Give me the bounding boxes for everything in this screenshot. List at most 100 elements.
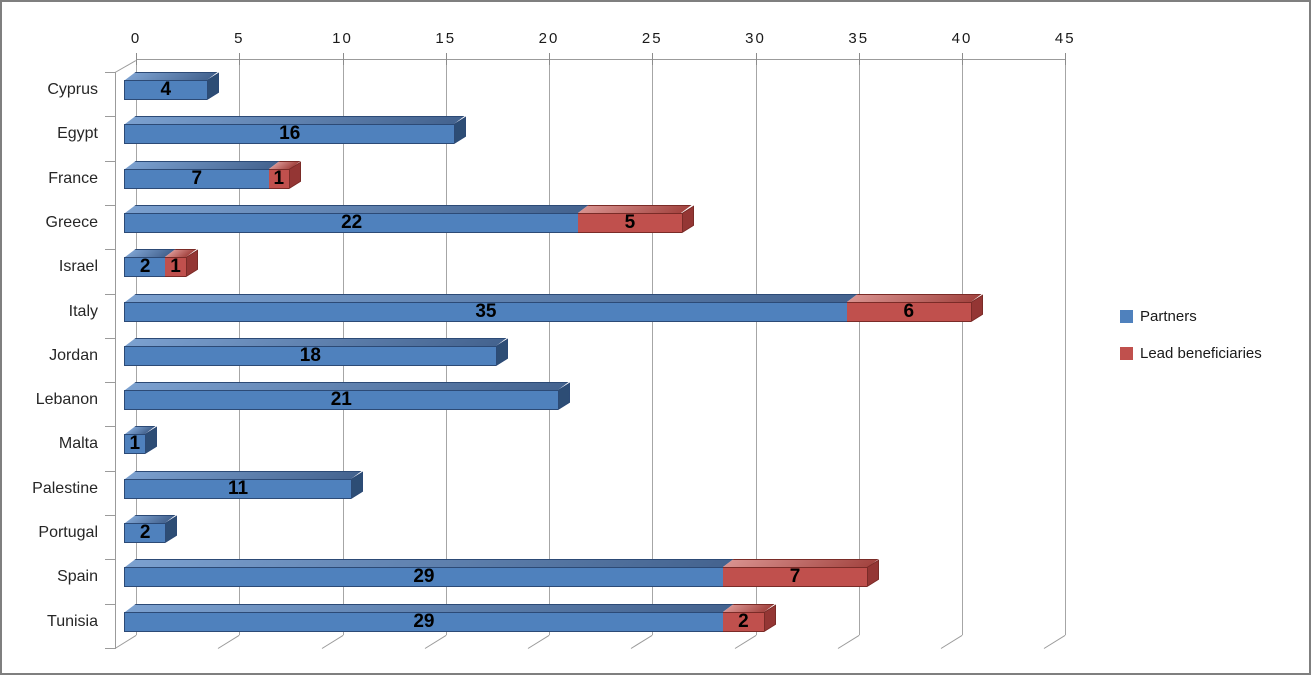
x-axis-label: 5 [234, 30, 245, 47]
x-axis-tick [136, 53, 137, 65]
bar-segment-partners: 35 [124, 301, 847, 322]
legend-label: Partners [1140, 307, 1197, 325]
x-axis-label: 30 [745, 30, 766, 47]
category-axis-tick [105, 470, 115, 472]
floor-diagonal [114, 635, 137, 649]
bar-segment-partners: 18 [124, 344, 496, 366]
bar-segment-partners: 11 [124, 478, 352, 499]
x-axis-tick [342, 53, 344, 65]
category-axis-tick [105, 426, 115, 428]
x-axis-tick [962, 53, 963, 65]
wall-edge-diagonal [114, 60, 137, 73]
category-axis-tick [105, 204, 115, 206]
legend: Partners Lead beneficiaries [1120, 308, 1262, 382]
bar-segment-partners: 16 [124, 123, 455, 145]
bar-segment-partners: 29 [124, 610, 723, 632]
legend-swatch-lead-beneficiaries [1120, 346, 1133, 360]
x-axis-label: 15 [435, 30, 457, 47]
floor-diagonal [734, 635, 756, 649]
floor-diagonal [527, 635, 550, 649]
bar-row: 1 [124, 433, 145, 455]
floor-diagonal [837, 635, 859, 649]
x-axis-label: 45 [1054, 30, 1076, 47]
bar-value-label: 22 [341, 212, 363, 234]
x-axis-tick [445, 53, 447, 65]
category-label: Greece [45, 213, 98, 231]
bar-row: 29 7 [124, 566, 868, 588]
legend-swatch-partners [1120, 309, 1133, 323]
category-axis-tick [105, 603, 115, 605]
bar-segment-partners: 21 [124, 390, 558, 411]
x-gridline [1065, 60, 1067, 635]
bar-segment-lead-beneficiaries: 1 [268, 167, 290, 189]
category-axis-tick [105, 515, 115, 517]
legend-label: Lead beneficiaries [1140, 344, 1262, 362]
bar-segment-lead-beneficiaries: 6 [846, 300, 971, 322]
bar-value-label: 29 [413, 566, 435, 588]
category-axis-line [115, 72, 116, 649]
x-axis-tick [239, 53, 241, 65]
bar-value-label: 2 [139, 256, 151, 278]
category-label: Lebanon [35, 391, 98, 409]
x-axis-tick [755, 53, 757, 65]
category-axis-tick [105, 337, 115, 339]
category-label: Tunisia [47, 612, 98, 630]
bar-segment-partners: 7 [124, 168, 269, 189]
bar-segment-partners: 4 [124, 80, 207, 100]
x-axis-label: 20 [538, 30, 560, 47]
category-axis-tick [105, 293, 115, 295]
bar-value-label: 6 [903, 300, 915, 322]
category-label: France [48, 169, 98, 187]
bar-value-label: 18 [299, 344, 321, 366]
legend-entry: Partners [1120, 307, 1262, 325]
x-gridline [755, 60, 757, 635]
bar-segment-lead-beneficiaries: 2 [722, 610, 765, 632]
x-axis-label: 25 [641, 30, 663, 47]
x-axis-tick [549, 53, 550, 65]
category-label: Cyprus [47, 81, 98, 98]
category-label: Egypt [57, 125, 98, 143]
floor-diagonal [321, 635, 343, 649]
category-label: Malta [58, 435, 98, 453]
category-axis-tick [105, 648, 115, 650]
x-axis-line [136, 59, 1067, 60]
category-label: Palestine [32, 479, 98, 497]
x-axis-label: 10 [332, 30, 353, 47]
category-axis-tick [105, 249, 115, 251]
bar-value-label: 7 [789, 566, 801, 588]
category-label: Jordan [49, 346, 98, 364]
floor-diagonal [424, 635, 446, 649]
bar-value-label: 1 [273, 167, 285, 189]
bar-row: 4 [124, 80, 207, 100]
bar-segment-partners: 2 [124, 256, 166, 278]
x-gridline [652, 60, 654, 635]
bar-row: 16 [124, 123, 455, 145]
category-label: Italy [68, 302, 98, 320]
bar-row: 18 [124, 344, 496, 366]
bar-value-label: 2 [738, 610, 749, 632]
bar-value-label: 16 [279, 123, 301, 145]
bar-row: 2 [124, 522, 166, 544]
bar-segment-lead-beneficiaries: 1 [165, 256, 186, 278]
bar-value-label: 4 [160, 79, 172, 101]
floor-diagonal [940, 635, 963, 649]
category-label: Portugal [38, 524, 98, 542]
x-gridline [549, 60, 550, 635]
bar-segment-partners: 1 [124, 433, 145, 455]
x-gridline [962, 60, 963, 635]
x-axis-label: 35 [848, 30, 870, 47]
x-axis-label: 40 [951, 30, 973, 47]
x-gridline [858, 60, 860, 635]
category-axis-tick [105, 160, 115, 162]
bar-value-label: 1 [170, 256, 181, 278]
x-axis-tick [858, 53, 860, 65]
x-axis-tick [1065, 53, 1067, 65]
bar-segment-partners: 29 [124, 566, 723, 588]
bar-value-label: 29 [413, 610, 435, 632]
bar-value-label: 2 [139, 522, 151, 544]
floor-diagonal [630, 635, 653, 649]
bar-row: 21 [124, 390, 558, 411]
bar-value-label: 1 [129, 433, 141, 455]
floor-diagonal [217, 635, 240, 649]
